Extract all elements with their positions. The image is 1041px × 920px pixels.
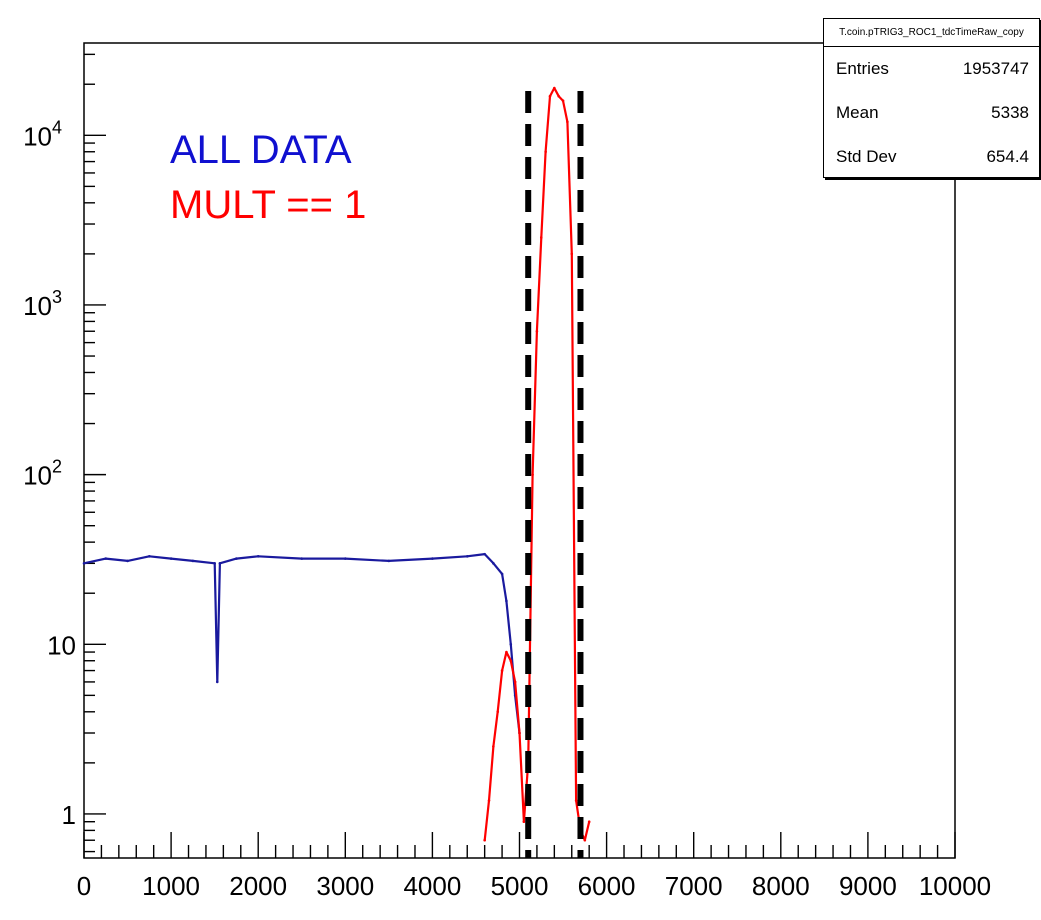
data-point [492,562,495,565]
data-point [544,150,547,154]
data-point [431,557,434,560]
data-point [148,555,151,558]
data-point [522,820,526,824]
data-point [574,799,578,802]
data-point [505,599,508,603]
stats-row-stddev: Std Dev 654.4 [824,135,1039,179]
data-point [483,552,486,556]
y-axis: 1 10 102 103 104 [23,53,106,853]
stats-box: T.coin.pTRIG3_ROC1_tdcTimeRaw_copy Entri… [823,18,1040,178]
data-point [126,559,129,563]
data-point [235,557,238,560]
x-tick-label: 4000 [403,871,461,901]
stats-row-mean: Mean 5338 [824,91,1039,135]
data-point [587,820,591,824]
y-tick-label: 103 [23,287,62,321]
data-point [465,555,469,558]
stats-label: Std Dev [836,147,897,166]
x-tick-label: 6000 [578,871,636,901]
data-point [566,120,569,124]
series-line-mult-1 [483,86,591,842]
x-tick-label: 7000 [665,871,723,901]
data-point [487,799,491,802]
data-point [513,680,517,684]
x-tick-label: 1000 [142,871,200,901]
data-point [215,680,219,684]
stats-value: 5338 [991,103,1029,122]
cut-lines [525,91,584,858]
x-tick-label: 9000 [839,871,897,901]
data-point [557,94,560,98]
data-point [344,557,347,560]
stats-title: T.coin.pTRIG3_ROC1_tdcTimeRaw_copy [824,19,1039,47]
data-point [500,572,504,576]
stats-label: Mean [836,103,879,122]
x-tick-label: 0 [77,871,91,901]
data-point [213,562,216,565]
x-tick-label: 2000 [229,871,287,901]
stats-label: Entries [836,59,889,78]
x-tick-label: 10000 [919,871,991,901]
data-point [82,562,86,565]
data-point [518,731,521,735]
data-point [570,252,574,256]
data-point [561,99,565,102]
data-point [300,557,304,560]
x-tick-label: 8000 [752,871,810,901]
data-point [505,650,508,654]
data-point [492,745,495,748]
data-point [191,559,195,563]
y-tick-label: 102 [23,457,62,491]
legend-all-data: ALL DATA [170,128,352,172]
data-point [104,557,108,560]
data-point [553,86,556,90]
data-point [218,562,222,565]
x-tick-label: 5000 [491,871,549,901]
data-point [169,557,173,560]
data-point [483,838,486,842]
series-layer [82,86,591,842]
stats-row-entries: Entries 1953747 [824,47,1039,91]
data-point [509,642,513,646]
data-point [539,236,543,239]
data-point [387,559,391,563]
stats-value: 654.4 [986,147,1029,166]
data-point [256,555,260,558]
legend-mult-1: MULT == 1 [170,183,366,227]
y-tick-label: 10 [47,630,76,660]
data-point [496,710,500,714]
y-tick-label: 104 [23,117,62,151]
series-line-all-data [83,553,521,734]
data-point [509,659,513,663]
data-point [548,94,552,98]
data-point [535,329,539,333]
data-point [531,473,534,476]
stats-value: 1953747 [962,59,1029,78]
data-point [583,838,587,842]
y-tick-label: 1 [62,800,76,830]
x-tick-label: 3000 [316,871,374,901]
x-axis: 0 1000 2000 3000 4000 5000 6000 7000 8000 9000 100… [77,832,991,901]
data-point [500,669,504,672]
